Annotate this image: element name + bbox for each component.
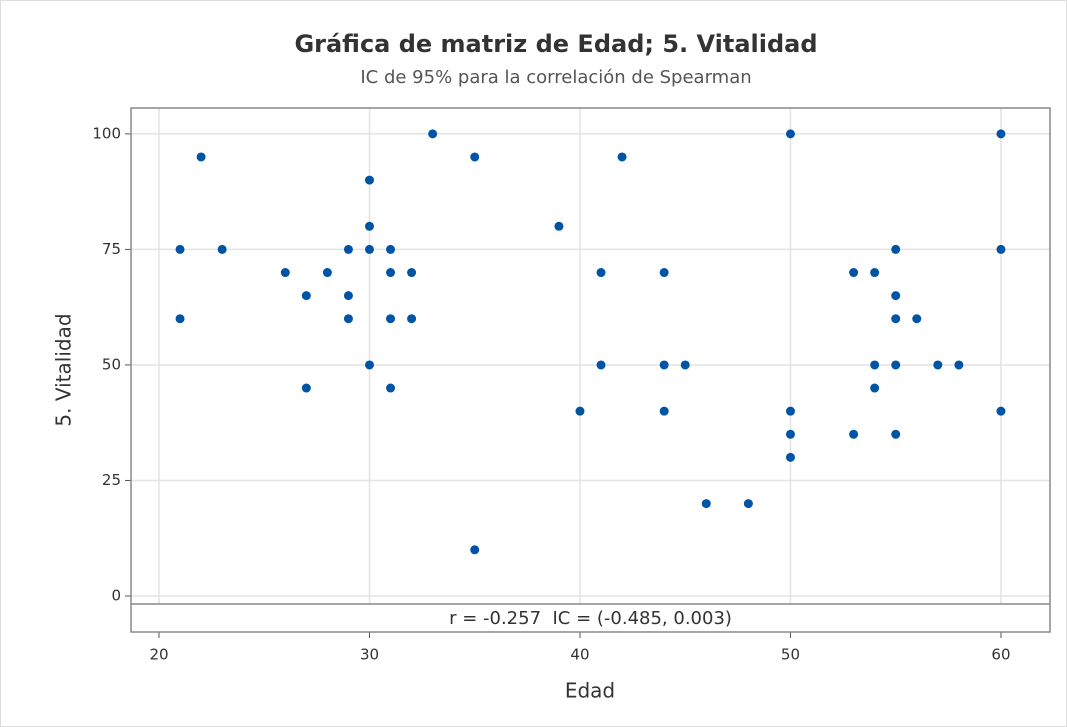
data-point [849, 429, 859, 439]
data-point [870, 360, 880, 370]
data-point [575, 406, 585, 416]
data-point [322, 268, 332, 278]
x-tick-label: 20 [149, 646, 168, 664]
x-tick-label: 40 [570, 646, 589, 664]
data-point [386, 268, 396, 278]
data-point [996, 244, 1006, 254]
data-point [785, 406, 795, 416]
data-point [386, 314, 396, 324]
data-point [933, 360, 943, 370]
data-point [996, 406, 1006, 416]
data-point [343, 291, 353, 301]
x-tick-label: 30 [360, 646, 379, 664]
data-point [659, 406, 669, 416]
data-point [912, 314, 922, 324]
data-point [364, 221, 374, 231]
chart-title: Gráfica de matriz de Edad; 5. Vitalidad [294, 30, 817, 58]
data-point [891, 291, 901, 301]
data-point [175, 244, 185, 254]
data-point [849, 268, 859, 278]
data-point [407, 268, 417, 278]
y-tick-label: 25 [102, 471, 121, 489]
data-point [785, 129, 795, 139]
data-point [554, 221, 564, 231]
plot-frame [130, 107, 1051, 633]
data-point [617, 152, 627, 162]
data-point [175, 314, 185, 324]
annotation: r = -0.257 IC = (-0.485, 0.003) [449, 608, 732, 629]
data-point [280, 268, 290, 278]
data-point [196, 152, 206, 162]
data-point [785, 429, 795, 439]
data-point [596, 268, 606, 278]
data-point [701, 499, 711, 509]
data-point [301, 291, 311, 301]
data-point [870, 268, 880, 278]
data-point [743, 499, 753, 509]
y-axis-label: 5. Vitalidad [52, 313, 76, 426]
data-point [891, 360, 901, 370]
data-point [891, 314, 901, 324]
data-point [428, 129, 438, 139]
data-point [596, 360, 606, 370]
data-point [870, 383, 880, 393]
data-point [343, 244, 353, 254]
data-point [364, 360, 374, 370]
data-point [407, 314, 417, 324]
y-tick-label: 0 [111, 587, 121, 605]
data-point [470, 152, 480, 162]
data-point [659, 268, 669, 278]
y-tick-label: 75 [102, 240, 121, 258]
y-tick-label: 50 [102, 355, 121, 373]
data-point [996, 129, 1006, 139]
data-point [364, 244, 374, 254]
data-point [680, 360, 690, 370]
data-point [217, 244, 227, 254]
data-point [891, 429, 901, 439]
x-tick-label: 60 [991, 646, 1010, 664]
x-axis-label: Edad [565, 679, 615, 703]
data-point [891, 244, 901, 254]
data-point [659, 360, 669, 370]
data-point [301, 383, 311, 393]
data-point [386, 383, 396, 393]
y-tick-label: 100 [92, 124, 121, 142]
data-point [785, 452, 795, 462]
data-point [343, 314, 353, 324]
chart-subtitle: IC de 95% para la correlación de Spearma… [360, 67, 751, 88]
data-point [364, 175, 374, 185]
data-point [954, 360, 964, 370]
data-point [386, 244, 396, 254]
data-point [470, 545, 480, 555]
x-tick-label: 50 [781, 646, 800, 664]
